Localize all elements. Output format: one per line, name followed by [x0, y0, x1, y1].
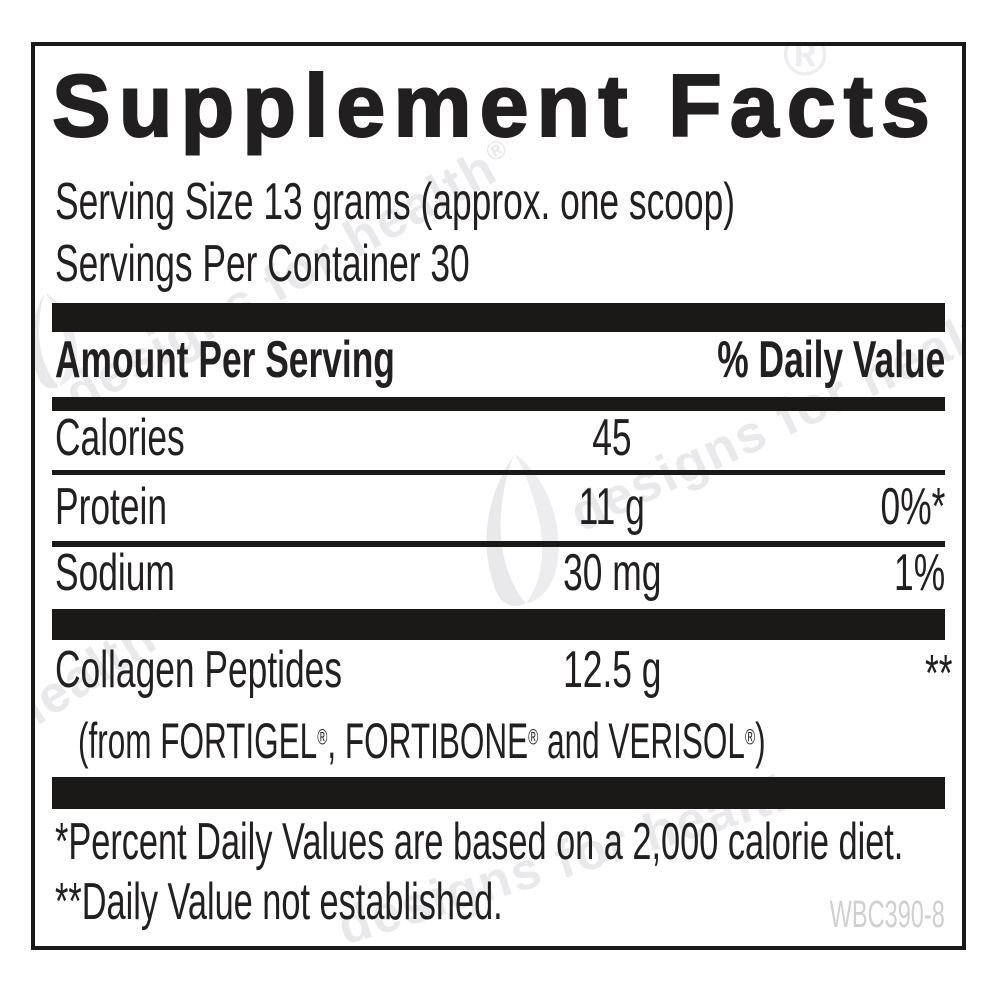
row-protein-amount: 11 g [578, 478, 646, 536]
watermark-registered-fragment: ® [783, 42, 829, 89]
row-collagen-dv: ** [924, 645, 952, 703]
label-border [31, 42, 966, 950]
row-calories-name: Calories [55, 409, 185, 467]
hairline-divider [52, 470, 945, 475]
footnote-percent-daily-values: *Percent Daily Values are based on a 2,0… [55, 813, 904, 871]
row-calories-amount: 45 [592, 409, 632, 467]
row-collagen-name: Collagen Peptides [55, 641, 343, 699]
amount-per-serving-header: Amount Per Serving [55, 331, 395, 389]
page-title: Supplement Facts [51, 56, 938, 155]
row-sodium-name: Sodium [55, 544, 175, 602]
row-protein-dv: 0%* [880, 478, 945, 536]
thick-divider-bar [52, 303, 945, 332]
registered-mark: ® [783, 42, 830, 88]
product-code: WBC390-8 [829, 894, 945, 936]
registered-mark: ® [744, 724, 756, 750]
daily-value-header: % Daily Value [716, 331, 945, 389]
footnote-daily-value-not-established: **Daily Value not established. [55, 873, 503, 931]
row-collagen-source-text: (from FORTIGEL®, FORTIBONE® and VERISOL®… [78, 716, 766, 766]
servings-per-container-text: Servings Per Container 30 [55, 235, 470, 293]
registered-mark: ® [317, 724, 328, 750]
registered-mark: ® [528, 724, 539, 750]
row-collagen-amount: 12.5 g [562, 641, 662, 699]
row-sodium-dv: 1% [893, 544, 945, 602]
source-text-segment: (from FORTIGEL [78, 713, 318, 769]
hairline-divider [52, 541, 945, 547]
thick-divider-bar [52, 609, 945, 640]
source-text-segment: , FORTIBONE [327, 713, 529, 769]
source-text-segment: and VERISOL [538, 713, 745, 769]
medium-divider-bar [52, 397, 945, 411]
source-text-segment: ) [755, 713, 766, 769]
thick-divider-bar [52, 777, 945, 809]
watermark-layer: designs for health® designs for health® … [31, 42, 966, 950]
serving-size-text: Serving Size 13 grams (approx. one scoop… [55, 173, 736, 231]
dfh-leaf-logo-icon [486, 454, 559, 607]
row-protein-name: Protein [55, 478, 168, 536]
dfh-leaf-logo-icon [31, 292, 78, 389]
row-sodium-amount: 30 mg [562, 544, 662, 602]
